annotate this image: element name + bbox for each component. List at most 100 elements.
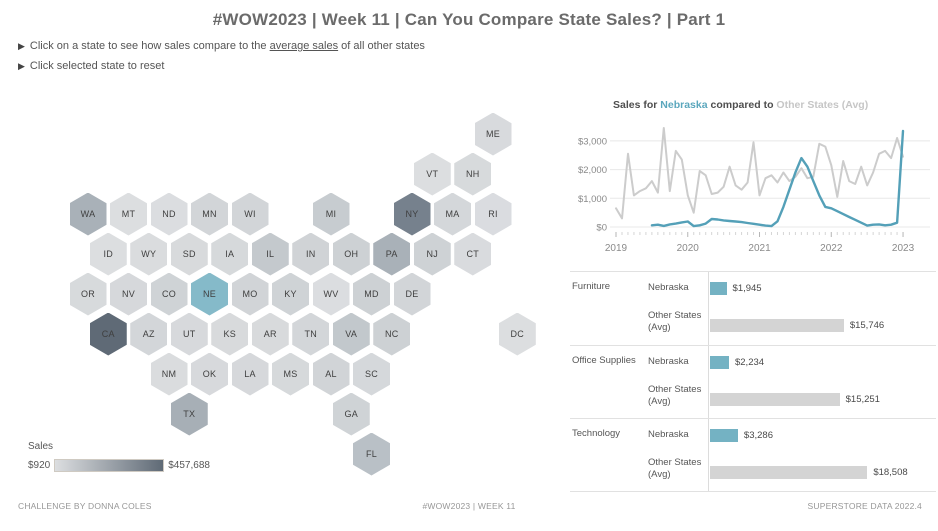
average-sales-underlined-text: average sales bbox=[269, 40, 339, 52]
hex-state-NV[interactable]: NV bbox=[110, 272, 147, 316]
hex-state-WV[interactable]: WV bbox=[312, 272, 350, 316]
state-abbr-label: AR bbox=[263, 329, 277, 339]
hex-state-NE[interactable]: NE bbox=[191, 272, 228, 316]
bar-value-label: $2,234 bbox=[734, 356, 765, 368]
y-axis-tick-label: $1,000 bbox=[578, 194, 607, 205]
state-abbr-label: AZ bbox=[142, 329, 155, 339]
hex-state-CO[interactable]: CO bbox=[150, 272, 188, 316]
hex-state-KS[interactable]: KS bbox=[211, 312, 249, 356]
footer-challenge: #WOW2023 | WEEK 11 bbox=[422, 501, 516, 511]
hex-state-ND[interactable]: ND bbox=[150, 192, 188, 236]
series-label: Nebraska bbox=[648, 282, 689, 293]
footer-credit: CHALLENGE BY DONNA COLES bbox=[18, 501, 152, 511]
state-abbr-label: WI bbox=[244, 209, 256, 219]
hex-state-ME[interactable]: ME bbox=[474, 112, 512, 156]
hex-state-NH[interactable]: NH bbox=[454, 152, 492, 196]
hex-state-ID[interactable]: ID bbox=[89, 232, 127, 276]
y-axis-tick-label: $0 bbox=[596, 223, 607, 234]
nebraska-bar-office-supplies bbox=[710, 355, 729, 369]
hex-state-MI[interactable]: MI bbox=[312, 192, 350, 236]
state-abbr-label: MA bbox=[445, 209, 460, 219]
hex-state-IN[interactable]: IN bbox=[292, 232, 330, 276]
hex-state-WY[interactable]: WY bbox=[130, 232, 168, 276]
hex-state-NY[interactable]: NY bbox=[393, 192, 431, 236]
state-abbr-label: MS bbox=[283, 369, 298, 379]
series-label: Other States (Avg) bbox=[648, 310, 702, 333]
hex-state-CA[interactable]: CA bbox=[89, 312, 127, 356]
hex-state-KY[interactable]: KY bbox=[272, 272, 309, 316]
y-axis-tick-label: $3,000 bbox=[578, 136, 607, 147]
bar-value-label: $1,945 bbox=[732, 283, 762, 294]
hex-state-VA[interactable]: VA bbox=[332, 312, 370, 356]
hex-state-NJ[interactable]: NJ bbox=[413, 232, 451, 276]
state-abbr-label: ME bbox=[485, 129, 501, 139]
state-abbr-label: IA bbox=[225, 249, 235, 259]
hex-state-NM[interactable]: NM bbox=[150, 352, 188, 396]
state-abbr-label: NC bbox=[384, 329, 399, 339]
state-abbr-label: PA bbox=[385, 249, 398, 259]
hex-state-MT[interactable]: MT bbox=[110, 192, 147, 236]
state-abbr-label: WY bbox=[141, 249, 157, 259]
legend-max-value: $457,688 bbox=[168, 460, 210, 471]
hex-state-AR[interactable]: AR bbox=[251, 312, 289, 356]
state-abbr-label: MO bbox=[242, 289, 258, 299]
nebraska-line bbox=[650, 129, 905, 228]
bar-axis-line bbox=[708, 345, 709, 419]
hex-state-DC[interactable]: DC bbox=[498, 312, 536, 356]
category-label: Office Supplies bbox=[572, 354, 636, 366]
bar-value-label: $18,508 bbox=[873, 467, 908, 479]
hex-state-CT[interactable]: CT bbox=[454, 232, 492, 276]
state-abbr-label: CT bbox=[466, 249, 480, 259]
hex-state-FL[interactable]: FL bbox=[353, 432, 390, 476]
hex-state-MA[interactable]: MA bbox=[434, 192, 471, 236]
hex-state-MS[interactable]: MS bbox=[272, 352, 309, 396]
state-abbr-label: NV bbox=[121, 289, 136, 299]
hex-state-DE[interactable]: DE bbox=[393, 272, 431, 316]
hex-state-WI[interactable]: WI bbox=[231, 192, 269, 236]
legend-title: Sales bbox=[28, 441, 54, 452]
state-abbr-label: RI bbox=[488, 209, 498, 219]
hex-state-TX[interactable]: TX bbox=[170, 392, 208, 436]
line-chart-title: Sales for Nebraska compared to Other Sta… bbox=[613, 99, 868, 111]
state-abbr-label: WA bbox=[80, 209, 96, 219]
hex-state-AL[interactable]: AL bbox=[312, 352, 350, 396]
hex-state-RI[interactable]: RI bbox=[474, 192, 512, 236]
state-abbr-label: NY bbox=[405, 209, 419, 219]
hex-state-IL[interactable]: IL bbox=[251, 232, 289, 276]
hex-state-SD[interactable]: SD bbox=[170, 232, 208, 276]
hex-state-WA[interactable]: WA bbox=[69, 192, 107, 236]
state-abbr-label: KY bbox=[284, 289, 297, 299]
hex-state-MO[interactable]: MO bbox=[231, 272, 269, 316]
hex-state-TN[interactable]: TN bbox=[292, 312, 330, 356]
hex-state-OK[interactable]: OK bbox=[191, 352, 228, 396]
hex-state-MD[interactable]: MD bbox=[353, 272, 390, 316]
y-axis-tick-label: $2,000 bbox=[578, 165, 607, 176]
state-abbr-label: FL bbox=[365, 449, 378, 459]
hex-state-VT[interactable]: VT bbox=[413, 152, 451, 196]
hex-state-OH[interactable]: OH bbox=[332, 232, 370, 276]
x-axis-year-label: 2020 bbox=[677, 243, 700, 254]
hex-state-PA[interactable]: PA bbox=[373, 232, 411, 276]
hex-state-SC[interactable]: SC bbox=[353, 352, 390, 396]
state-abbr-label: TX bbox=[183, 409, 196, 419]
state-abbr-label: MT bbox=[121, 209, 136, 219]
state-abbr-label: LA bbox=[244, 369, 256, 379]
hex-state-LA[interactable]: LA bbox=[231, 352, 269, 396]
bar-axis-line bbox=[708, 272, 709, 345]
bar-value-label: $15,251 bbox=[845, 393, 880, 405]
x-axis-year-label: 2022 bbox=[820, 243, 843, 254]
hex-state-GA[interactable]: GA bbox=[332, 392, 370, 436]
hex-state-AZ[interactable]: AZ bbox=[130, 312, 168, 356]
hex-state-UT[interactable]: UT bbox=[170, 312, 208, 356]
category-bar-chart: Furniture Nebraska $1,945 Other States (Avg… bbox=[570, 271, 936, 492]
hex-state-MN[interactable]: MN bbox=[191, 192, 228, 236]
state-abbr-label: MN bbox=[202, 209, 217, 219]
footer-datasource: SUPERSTORE DATA 2022.4 bbox=[807, 501, 922, 511]
hex-state-OR[interactable]: OR bbox=[69, 272, 107, 316]
hex-state-NC[interactable]: NC bbox=[373, 312, 411, 356]
hex-state-IA[interactable]: IA bbox=[211, 232, 249, 276]
state-abbr-label: GA bbox=[344, 409, 359, 419]
nebraska-bar-technology bbox=[710, 429, 738, 443]
series-label: Nebraska bbox=[648, 429, 689, 441]
footer: CHALLENGE BY DONNA COLES #WOW2023 | WEEK… bbox=[0, 498, 938, 518]
